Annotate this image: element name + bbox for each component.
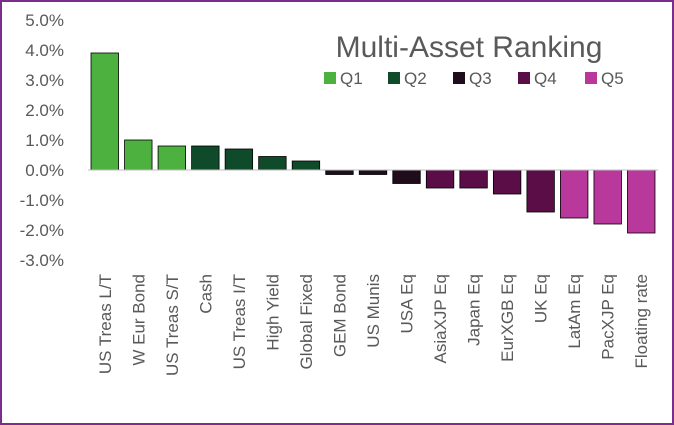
legend: Q1 Q2 Q3 Q4 Q5 <box>324 69 624 88</box>
bar <box>627 169 656 234</box>
x-tick-label: US Treas S/T <box>163 274 182 376</box>
bar <box>258 156 287 171</box>
bar <box>560 169 589 219</box>
legend-swatch <box>388 72 400 84</box>
bar <box>325 169 354 175</box>
bar <box>593 169 622 225</box>
x-axis-labels: US Treas L/T W Eur Bond US Treas S/T Cash US… <box>96 274 651 376</box>
y-axis: 5.0% 4.0% 3.0% 2.0% 1.0% 0.0% -1.0% -2.0% -3.0% <box>20 11 64 270</box>
legend-label: Q2 <box>404 69 427 88</box>
bar <box>459 169 488 189</box>
x-tick-label: US Munis <box>364 274 383 348</box>
x-tick-label: Cash <box>196 274 215 314</box>
y-tick-label: 4.0% <box>25 41 64 60</box>
bar <box>90 52 119 171</box>
bar <box>392 169 421 184</box>
x-tick-label: Japan Eq <box>465 274 484 346</box>
x-tick-label: LatAm Eq <box>565 274 584 349</box>
legend-swatch <box>324 72 336 84</box>
bar <box>526 169 555 213</box>
legend-swatch <box>585 72 597 84</box>
x-tick-label: EurXGB Eq <box>498 274 517 362</box>
x-tick-label: US Treas I/T <box>230 274 249 369</box>
bar <box>492 169 522 195</box>
legend-swatch <box>518 72 530 84</box>
y-tick-label: 5.0% <box>25 11 64 30</box>
x-tick-label: High Yield <box>263 274 282 351</box>
bar <box>224 148 254 171</box>
bar <box>157 145 186 171</box>
x-tick-label: Global Fixed <box>297 274 316 369</box>
y-tick-label: 3.0% <box>25 71 64 90</box>
x-tick-label: Floating rate <box>632 274 651 369</box>
legend-label: Q1 <box>340 69 363 88</box>
x-tick-label: UK Eq <box>532 274 551 323</box>
legend-label: Q5 <box>601 69 624 88</box>
legend-label: Q4 <box>534 69 557 88</box>
bars <box>90 52 656 234</box>
bar <box>191 145 220 171</box>
y-tick-label: -1.0% <box>20 191 64 210</box>
y-tick-label: 0.0% <box>25 161 64 180</box>
bar <box>291 160 321 171</box>
y-tick-label: 1.0% <box>25 131 64 150</box>
chart-title: Multi-Asset Ranking <box>336 31 603 64</box>
x-tick-label: USA Eq <box>398 274 417 334</box>
x-tick-label: GEM Bond <box>330 274 349 357</box>
x-tick-label: AsiaXJP Eq <box>431 274 450 363</box>
x-tick-label: W Eur Bond <box>129 274 148 366</box>
x-tick-label: PacXJP Eq <box>599 274 618 360</box>
bar <box>425 169 455 189</box>
y-tick-label: -3.0% <box>20 251 64 270</box>
legend-label: Q3 <box>469 69 492 88</box>
y-tick-label: 2.0% <box>25 101 64 120</box>
y-tick-label: -2.0% <box>20 221 64 240</box>
bar <box>358 169 388 175</box>
bar <box>124 139 153 171</box>
x-tick-label: US Treas L/T <box>96 274 115 374</box>
legend-swatch <box>453 72 465 84</box>
